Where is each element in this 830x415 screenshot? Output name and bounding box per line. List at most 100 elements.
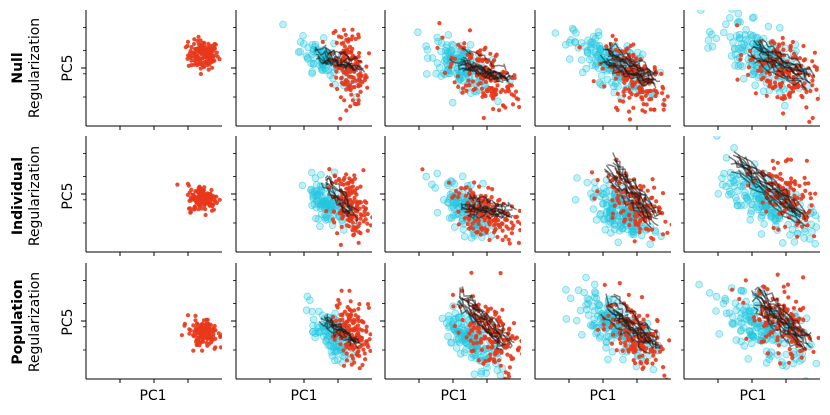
model-point (788, 45, 793, 50)
model-point (501, 103, 506, 108)
model-point (794, 222, 799, 227)
model-point (786, 295, 791, 300)
model-point (738, 52, 744, 58)
model-point (730, 287, 735, 292)
trajectory-line (605, 164, 651, 218)
model-point (804, 158, 810, 163)
data-point (444, 311, 453, 320)
model-point (350, 98, 355, 103)
model-point (356, 349, 361, 354)
model-point (344, 72, 349, 77)
model-point (365, 342, 370, 347)
model-point (522, 347, 526, 351)
model-point (741, 300, 746, 305)
model-point (791, 306, 797, 311)
model-point (651, 353, 656, 358)
data-point (602, 209, 611, 217)
data-point (762, 359, 771, 367)
model-point (204, 329, 209, 334)
data-point (748, 200, 757, 209)
model-point (504, 217, 509, 223)
data-point (561, 40, 570, 49)
trajectory-line (461, 297, 509, 342)
model-point (522, 233, 526, 237)
model-point (804, 105, 809, 110)
trajectory-line (747, 53, 802, 82)
model-point (669, 222, 671, 227)
model-point (491, 94, 496, 100)
model-point (194, 342, 199, 348)
trajectory-line (318, 320, 352, 347)
model-point (799, 196, 804, 201)
data-point (614, 238, 622, 247)
model-point (364, 329, 369, 334)
model-point (495, 234, 500, 240)
model-point (810, 59, 815, 64)
data-point (712, 34, 721, 43)
model-point (467, 28, 473, 33)
model-point (353, 36, 358, 42)
model-point (621, 89, 626, 94)
model-point (764, 323, 769, 328)
data-point (730, 178, 739, 187)
data-point (308, 69, 316, 78)
model-point (601, 327, 607, 332)
plot-area (302, 288, 372, 371)
model-point (795, 234, 800, 239)
model-point (792, 51, 797, 57)
model-point (355, 200, 360, 205)
model-point (490, 344, 495, 349)
data-point (740, 40, 748, 48)
trajectory-line (468, 196, 517, 211)
model-point (477, 326, 482, 331)
model-point (808, 196, 814, 201)
model-point (450, 195, 455, 200)
model-point (361, 168, 366, 173)
model-point (600, 66, 606, 71)
data-point (445, 214, 454, 222)
model-point (342, 323, 347, 328)
model-point (500, 237, 505, 243)
model-point (440, 35, 445, 40)
panel-r2-c4 (530, 136, 671, 256)
model-point (519, 338, 521, 344)
model-point (652, 88, 657, 93)
model-point (518, 228, 521, 233)
data-point (321, 213, 330, 222)
model-point (800, 224, 805, 229)
data-point (431, 184, 440, 192)
model-point (514, 335, 520, 340)
plot-area (420, 167, 526, 246)
data-point (590, 293, 599, 302)
model-point (497, 108, 502, 113)
trajectory-line (314, 47, 353, 66)
model-point (778, 171, 783, 176)
plot-area (414, 21, 521, 121)
model-point (744, 336, 749, 341)
panel-r1-c2 (231, 10, 372, 130)
data-point (759, 87, 768, 95)
data-point (298, 181, 307, 190)
data-point (811, 240, 819, 248)
data-point (805, 235, 814, 243)
model-point (592, 196, 597, 201)
data-point (800, 234, 808, 242)
model-point (515, 219, 521, 224)
trajectory-line (326, 313, 360, 343)
model-point (630, 343, 635, 349)
model-point (632, 239, 637, 244)
model-point (615, 107, 620, 113)
model-point (810, 78, 815, 83)
data-point (817, 215, 820, 223)
data-point (704, 44, 712, 52)
trajectory-line (753, 292, 804, 341)
model-point (179, 333, 184, 338)
model-point (185, 313, 191, 318)
model-point (602, 282, 607, 287)
model-point (797, 56, 803, 61)
model-point (213, 345, 218, 350)
data-point (757, 230, 766, 238)
data-point (743, 196, 752, 204)
model-point (775, 272, 780, 277)
data-point (442, 43, 451, 52)
